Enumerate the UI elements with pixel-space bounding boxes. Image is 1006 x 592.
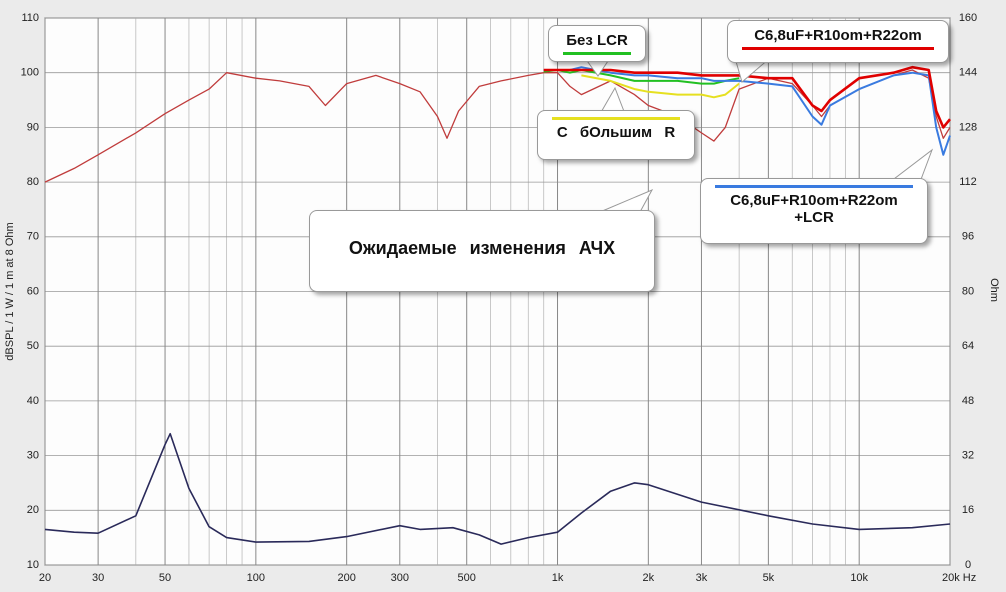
annotation-callout: Ожидаемые изменения АЧХ	[309, 210, 655, 292]
y2-tick-label: 128	[959, 121, 977, 133]
y2-tick-label: 96	[962, 231, 974, 243]
y-tick-label: 10	[27, 559, 39, 571]
series-line	[44, 69, 951, 183]
y2-tick-label: 160	[959, 12, 977, 24]
y-axis-label: dBSPL / 1 W / 1 m at 8 Ohm	[4, 222, 16, 360]
x-tick-label: 100	[247, 572, 265, 584]
legend-swatch	[563, 52, 631, 55]
x-tick-label: 2k	[643, 572, 655, 584]
y2-tick-label: 80	[962, 285, 974, 297]
y-tick-label: 40	[27, 395, 39, 407]
x-tick-label: 300	[391, 572, 409, 584]
x-tick-label: 20	[39, 572, 51, 584]
y-tick-label: 60	[27, 285, 39, 297]
y2-tick-label: 48	[962, 395, 974, 407]
y-tick-label: 100	[21, 67, 39, 79]
x-tick-label: 5k	[763, 572, 775, 584]
y2-tick-label: 16	[962, 504, 974, 516]
legend-callout: Без LCR	[548, 25, 646, 62]
y-tick-label: 50	[27, 340, 39, 352]
y2-tick-label: 64	[962, 340, 974, 352]
legend-callout: C6,8uF+R10om+R22om +LCR	[700, 178, 928, 244]
y-tick-label: 20	[27, 504, 39, 516]
y-tick-label: 110	[21, 12, 39, 24]
callout-text: C6,8uF+R10om+R22om	[754, 27, 922, 44]
legend-swatch	[715, 185, 913, 188]
x-tick-label: 50	[159, 572, 171, 584]
series-line	[44, 432, 951, 545]
y2-tick-label: 32	[962, 450, 974, 462]
y2-axis-label: Ohm	[988, 278, 1000, 302]
x-tick-label: 3k	[696, 572, 708, 584]
legend-callout: C6,8uF+R10om+R22om	[727, 20, 949, 63]
y2-tick-label: 0	[965, 559, 971, 571]
series-line	[543, 65, 952, 129]
y-tick-label: 30	[27, 450, 39, 462]
x-tick-label: 20k Hz	[942, 572, 976, 584]
x-tick-label: 30	[92, 572, 104, 584]
series-line	[581, 74, 740, 99]
y-tick-label: 80	[27, 176, 39, 188]
callout-text: Ожидаемые изменения АЧХ	[348, 238, 616, 258]
series-line	[543, 69, 740, 85]
y2-tick-label: 144	[959, 67, 977, 79]
callout-text: C6,8uF+R10om+R22om +LCR	[730, 192, 898, 226]
x-tick-label: 500	[458, 572, 476, 584]
y-tick-label: 90	[27, 121, 39, 133]
y2-tick-label: 112	[959, 176, 977, 188]
callout-text: С бОльшим R	[556, 124, 676, 141]
legend-callout: С бОльшим R	[537, 110, 695, 160]
y-tick-label: 70	[27, 231, 39, 243]
x-tick-label: 200	[337, 572, 355, 584]
x-tick-label: 10k	[850, 572, 868, 584]
series-line	[543, 66, 951, 156]
x-tick-label: 1k	[552, 572, 564, 584]
callout-text: Без LCR	[566, 32, 628, 49]
legend-swatch	[552, 117, 680, 120]
legend-swatch	[742, 47, 934, 50]
